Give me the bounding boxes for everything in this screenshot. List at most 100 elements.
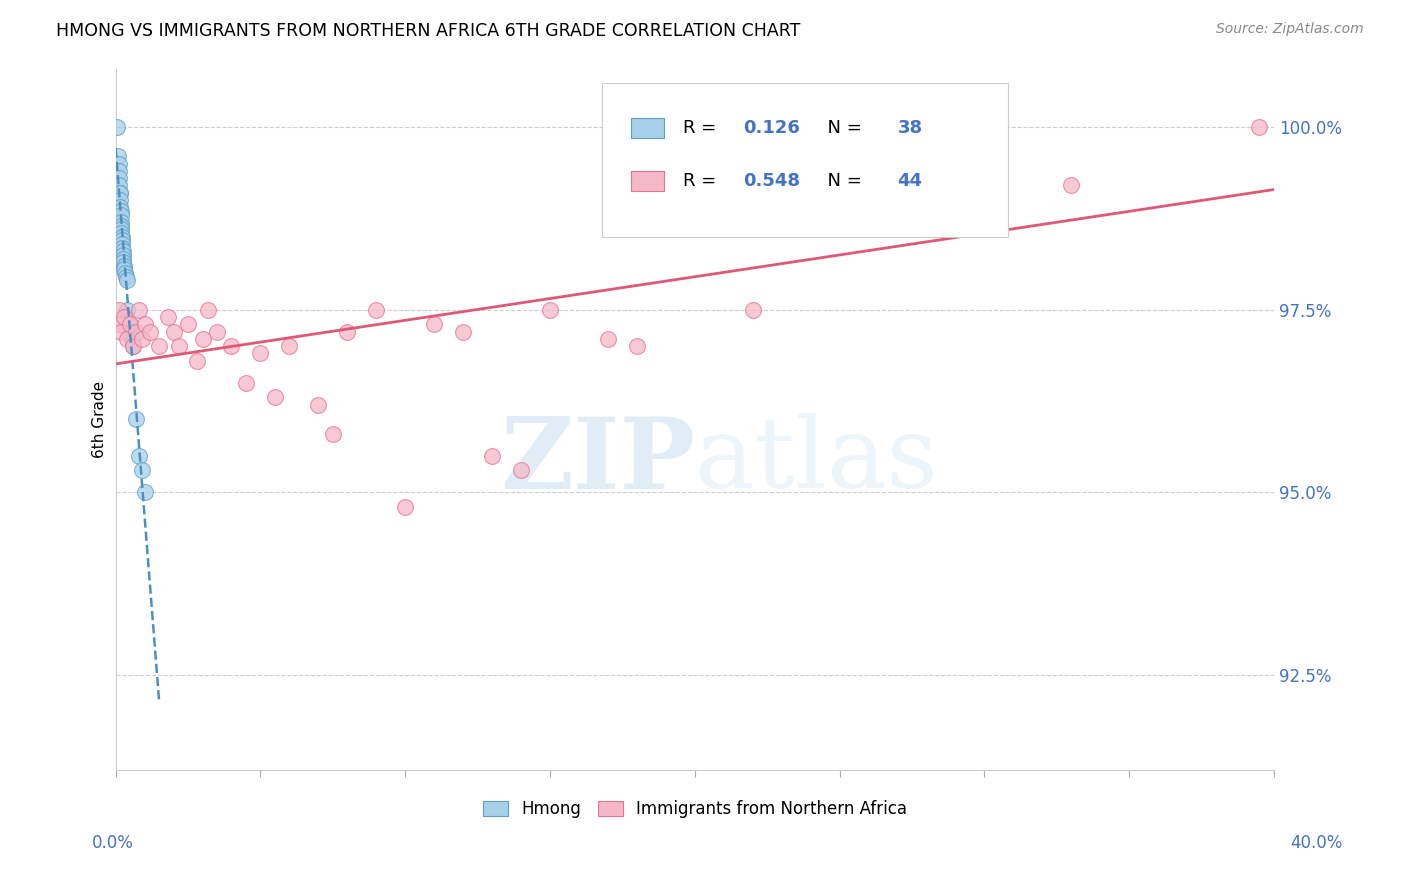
Point — [122, 339, 145, 353]
Point — [510, 463, 533, 477]
Point — [626, 339, 648, 353]
Point — [117, 332, 139, 346]
Point — [107, 302, 129, 317]
Point — [112, 255, 135, 269]
Point — [111, 248, 134, 262]
Text: N =: N = — [817, 120, 868, 137]
Text: HMONG VS IMMIGRANTS FROM NORTHERN AFRICA 6TH GRADE CORRELATION CHART: HMONG VS IMMIGRANTS FROM NORTHERN AFRICA… — [56, 22, 800, 40]
Text: atlas: atlas — [695, 414, 938, 509]
Point — [112, 262, 135, 277]
Point — [110, 226, 132, 240]
Point — [235, 376, 257, 390]
Text: 38: 38 — [897, 120, 922, 137]
Text: 44: 44 — [897, 172, 922, 190]
Point — [120, 325, 142, 339]
Point — [139, 325, 162, 339]
Point — [156, 310, 179, 324]
Text: ZIP: ZIP — [501, 413, 695, 510]
Point — [111, 241, 134, 255]
Point — [134, 485, 156, 500]
Text: 0.126: 0.126 — [744, 120, 800, 137]
Point — [110, 204, 132, 219]
Point — [107, 149, 129, 163]
Point — [108, 186, 131, 200]
Point — [110, 219, 132, 233]
Point — [115, 273, 138, 287]
Point — [110, 222, 132, 236]
Text: R =: R = — [683, 172, 723, 190]
Point — [394, 500, 416, 514]
Point — [111, 229, 134, 244]
Text: Source: ZipAtlas.com: Source: ZipAtlas.com — [1216, 22, 1364, 37]
Point — [307, 398, 329, 412]
Point — [128, 302, 150, 317]
Point — [112, 259, 135, 273]
FancyBboxPatch shape — [631, 119, 664, 138]
Point — [828, 156, 851, 170]
Point — [1249, 120, 1271, 134]
Point — [134, 318, 156, 332]
Point — [322, 426, 344, 441]
Text: 0.0%: 0.0% — [91, 834, 134, 852]
Point — [169, 339, 191, 353]
Point — [125, 412, 148, 426]
Point — [186, 353, 208, 368]
Point — [111, 244, 134, 259]
Point — [148, 339, 170, 353]
Point — [111, 236, 134, 251]
Point — [741, 302, 763, 317]
Point — [131, 332, 153, 346]
Point — [177, 318, 200, 332]
Point — [114, 269, 136, 284]
Point — [205, 325, 228, 339]
Point — [111, 233, 134, 247]
Point — [264, 390, 287, 404]
Point — [481, 449, 503, 463]
Text: 0.548: 0.548 — [744, 172, 800, 190]
Point — [197, 302, 219, 317]
Text: N =: N = — [817, 172, 868, 190]
Point — [278, 339, 301, 353]
Point — [128, 449, 150, 463]
Point — [107, 164, 129, 178]
Point — [120, 318, 142, 332]
Point — [451, 325, 474, 339]
Point — [915, 156, 938, 170]
Point — [423, 318, 446, 332]
FancyBboxPatch shape — [631, 171, 664, 191]
Point — [117, 302, 139, 317]
Point — [110, 325, 132, 339]
Point — [336, 325, 359, 339]
Legend: Hmong, Immigrants from Northern Africa: Hmong, Immigrants from Northern Africa — [477, 794, 914, 825]
Point — [162, 325, 184, 339]
Point — [125, 325, 148, 339]
Point — [108, 193, 131, 207]
Point — [112, 310, 135, 324]
Point — [110, 208, 132, 222]
Point — [108, 171, 131, 186]
Point — [108, 318, 131, 332]
Point — [366, 302, 388, 317]
Point — [114, 266, 136, 280]
Point — [122, 339, 145, 353]
Y-axis label: 6th Grade: 6th Grade — [93, 381, 107, 458]
Point — [538, 302, 561, 317]
Point — [110, 215, 132, 229]
Point — [111, 252, 134, 266]
Point — [118, 318, 141, 332]
FancyBboxPatch shape — [602, 83, 1008, 237]
Point — [110, 200, 132, 214]
Point — [131, 463, 153, 477]
Point — [108, 178, 131, 193]
Point — [105, 120, 128, 134]
Point — [683, 149, 706, 163]
Point — [107, 156, 129, 170]
Text: R =: R = — [683, 120, 723, 137]
Point — [221, 339, 243, 353]
Point — [249, 346, 271, 360]
Point — [1060, 178, 1083, 193]
Point — [121, 332, 143, 346]
Point — [596, 332, 619, 346]
Point — [108, 186, 131, 200]
Point — [191, 332, 214, 346]
